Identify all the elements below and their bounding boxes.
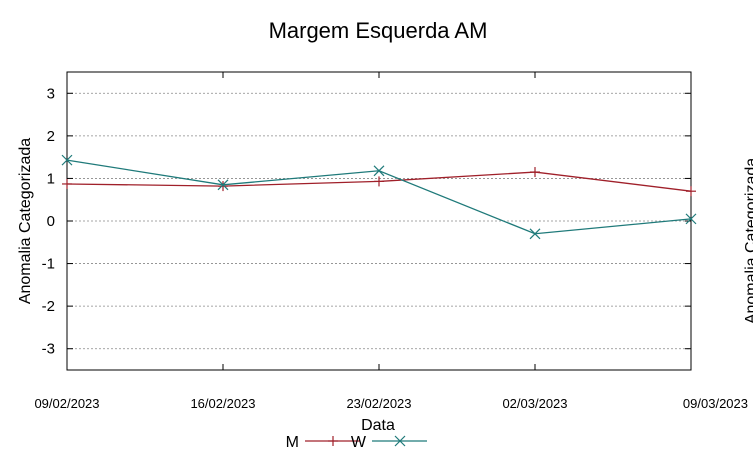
data-point-W-2	[373, 165, 385, 177]
data-point-W-1	[217, 179, 229, 191]
x-axis-label: Data	[361, 417, 395, 434]
y-axis-ticks: 3 2 1 0 -1 -2 -3	[42, 85, 691, 358]
y-tick-label-2: 1	[47, 170, 55, 187]
y-tick-label-6: -3	[42, 341, 55, 358]
series-layer	[61, 154, 697, 240]
y-axis-label: Anomalia Categorizada	[17, 138, 34, 304]
legend-label-W: W	[351, 434, 367, 451]
y-tick-label-5: -2	[42, 298, 55, 315]
legend-marker-M	[328, 436, 338, 446]
right-y-axis-label-partial: Anomalia Categorizada	[743, 158, 753, 324]
data-point-W-0	[61, 154, 73, 166]
x-tick-label-4: 09/03/2023	[683, 396, 748, 411]
data-point-M-4	[686, 186, 696, 197]
y-tick-label-3: 0	[47, 213, 55, 230]
y-tick-label-4: -1	[42, 256, 55, 273]
y-tick-label-1: 2	[47, 128, 55, 145]
data-point-M-2	[374, 176, 384, 187]
data-point-W-3	[529, 228, 541, 240]
x-tick-label-3: 02/03/2023	[502, 396, 567, 411]
x-tick-label-1: 16/02/2023	[190, 396, 255, 411]
data-point-M-0	[62, 178, 72, 189]
data-point-M-3	[530, 167, 540, 178]
data-point-W-4	[685, 213, 697, 225]
grid-lines	[67, 92, 691, 350]
legend-marker-W	[394, 435, 406, 447]
x-tick-label-0: 09/02/2023	[34, 396, 99, 411]
x-axis-ticks: 09/02/2023 16/02/2023 23/02/2023 02/03/2023…	[34, 72, 748, 411]
x-tick-label-2: 23/02/2023	[346, 396, 411, 411]
y-tick-label-0: 3	[47, 85, 55, 102]
legend-label-M: M	[286, 434, 299, 451]
chart-title: Margem Esquerda AM	[269, 18, 488, 43]
data-point-M-1	[218, 181, 228, 192]
